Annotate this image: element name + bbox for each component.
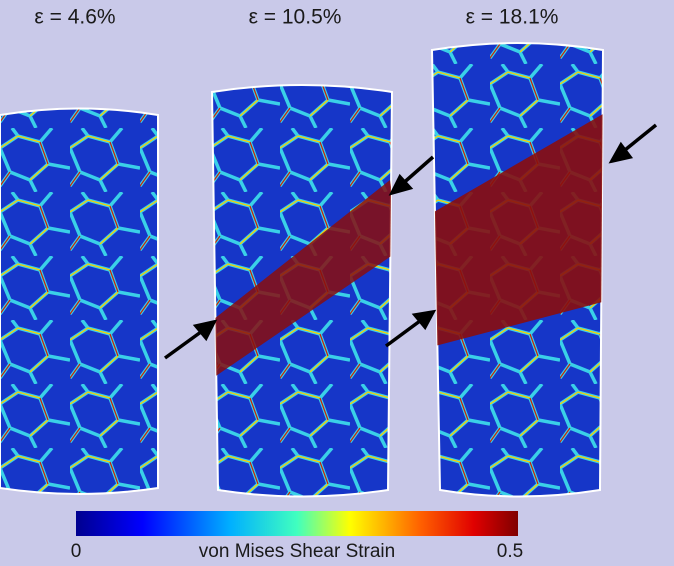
colorbar xyxy=(76,511,518,536)
panel-label: ε = 10.5% xyxy=(249,6,342,29)
specimen xyxy=(210,84,394,498)
panel-label: ε = 18.1% xyxy=(466,6,559,29)
specimen xyxy=(430,42,605,498)
arrows xyxy=(163,123,658,360)
colorbar-max: 0.5 xyxy=(497,541,523,562)
specimen xyxy=(0,107,159,495)
panel-label: ε = 4.6% xyxy=(34,6,115,29)
colorbar-title: von Mises Shear Strain xyxy=(199,541,395,562)
colorbar-min: 0 xyxy=(71,541,82,562)
